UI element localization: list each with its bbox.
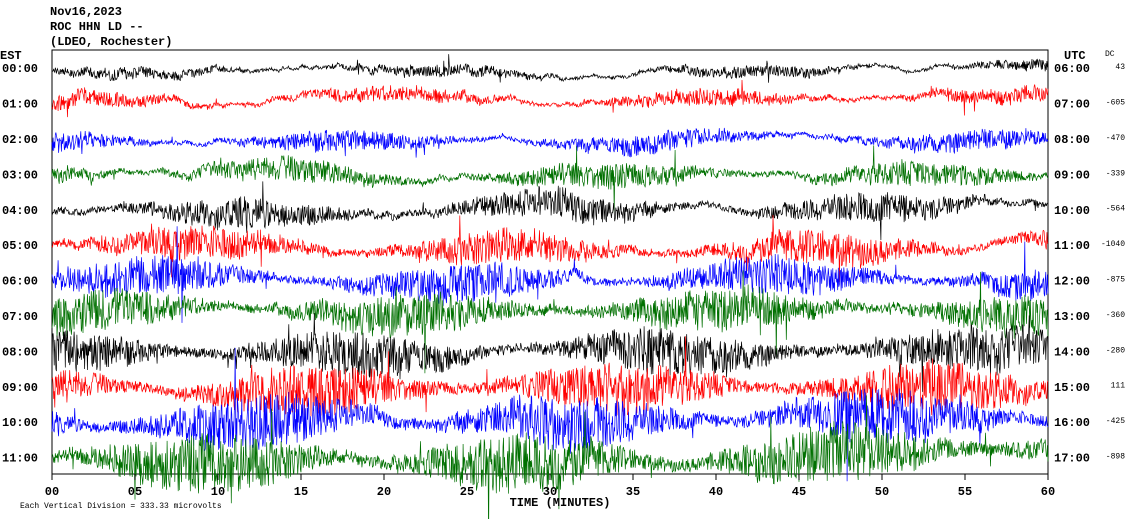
seismic-trace xyxy=(51,127,1049,158)
seismic-trace xyxy=(51,336,1049,418)
dc-value: -1040 xyxy=(1101,240,1125,249)
x-tick-label: 55 xyxy=(958,485,972,499)
x-tick-label: 15 xyxy=(294,485,308,499)
x-tick-label: 45 xyxy=(792,485,806,499)
est-row-label: 07:00 xyxy=(2,310,38,324)
dc-value: -875 xyxy=(1106,276,1125,285)
x-tick-label: 35 xyxy=(626,485,640,499)
dc-value: -564 xyxy=(1106,205,1125,214)
est-row-label: 00:00 xyxy=(2,62,38,76)
seismic-trace xyxy=(51,347,1049,482)
seismic-trace xyxy=(51,270,1049,374)
dc-value: -280 xyxy=(1106,346,1125,355)
est-row-label: 01:00 xyxy=(2,98,38,112)
dc-value: 43 xyxy=(1115,63,1125,72)
est-row-label: 02:00 xyxy=(2,133,38,147)
title-line: Nov16,2023 xyxy=(50,5,122,19)
x-tick-label: 30 xyxy=(543,485,557,499)
utc-row-label: 15:00 xyxy=(1054,381,1090,395)
seismic-trace xyxy=(51,79,1049,118)
est-row-label: 05:00 xyxy=(2,239,38,253)
x-tick-label: 10 xyxy=(211,485,225,499)
est-row-label: 08:00 xyxy=(2,345,38,359)
x-tick-label: 05 xyxy=(128,485,142,499)
utc-row-label: 14:00 xyxy=(1054,345,1090,359)
footer: Each Vertical Division = 333.33 microvol… xyxy=(20,502,222,511)
utc-row-label: 13:00 xyxy=(1054,310,1090,324)
est-row-label: 06:00 xyxy=(2,275,38,289)
dc-value: -339 xyxy=(1106,169,1125,178)
dc-value: -360 xyxy=(1106,311,1125,320)
title-line: (LDEO, Rochester) xyxy=(50,35,172,49)
x-tick-label: 50 xyxy=(875,485,889,499)
utc-row-label: 07:00 xyxy=(1054,98,1090,112)
utc-row-label: 09:00 xyxy=(1054,168,1090,182)
seismic-trace xyxy=(51,313,1049,392)
seismic-trace xyxy=(51,214,1049,283)
dc-value: -470 xyxy=(1106,134,1125,143)
utc-row-label: 16:00 xyxy=(1054,416,1090,430)
seismic-trace xyxy=(51,181,1049,241)
seismic-trace xyxy=(51,54,1049,83)
utc-row-label: 11:00 xyxy=(1054,239,1090,253)
est-row-label: 11:00 xyxy=(2,452,38,466)
dc-value: 111 xyxy=(1111,382,1126,391)
right-axis-label: UTC xyxy=(1064,49,1086,63)
dc-value: -425 xyxy=(1106,417,1125,426)
utc-row-label: 08:00 xyxy=(1054,133,1090,147)
seismic-trace xyxy=(51,395,1049,519)
seismic-trace xyxy=(51,145,1049,213)
traces xyxy=(51,54,1049,519)
utc-row-label: 17:00 xyxy=(1054,452,1090,466)
dc-value: -605 xyxy=(1106,99,1125,108)
x-tick-label: 00 xyxy=(45,485,59,499)
title-line: ROC HHN LD -- xyxy=(50,20,144,34)
est-row-label: 04:00 xyxy=(2,204,38,218)
seismic-trace xyxy=(51,226,1049,323)
dc-label: DC xyxy=(1105,50,1115,59)
x-tick-label: 60 xyxy=(1041,485,1055,499)
est-row-label: 09:00 xyxy=(2,381,38,395)
est-row-label: 10:00 xyxy=(2,416,38,430)
utc-row-label: 06:00 xyxy=(1054,62,1090,76)
x-axis-label: TIME (MINUTES) xyxy=(510,496,611,510)
utc-row-label: 12:00 xyxy=(1054,275,1090,289)
left-axis-label: EST xyxy=(0,49,22,63)
x-tick-label: 20 xyxy=(377,485,391,499)
est-row-label: 03:00 xyxy=(2,168,38,182)
utc-row-label: 10:00 xyxy=(1054,204,1090,218)
dc-value: -898 xyxy=(1106,453,1125,462)
x-tick-label: 25 xyxy=(460,485,474,499)
x-tick-label: 40 xyxy=(709,485,723,499)
